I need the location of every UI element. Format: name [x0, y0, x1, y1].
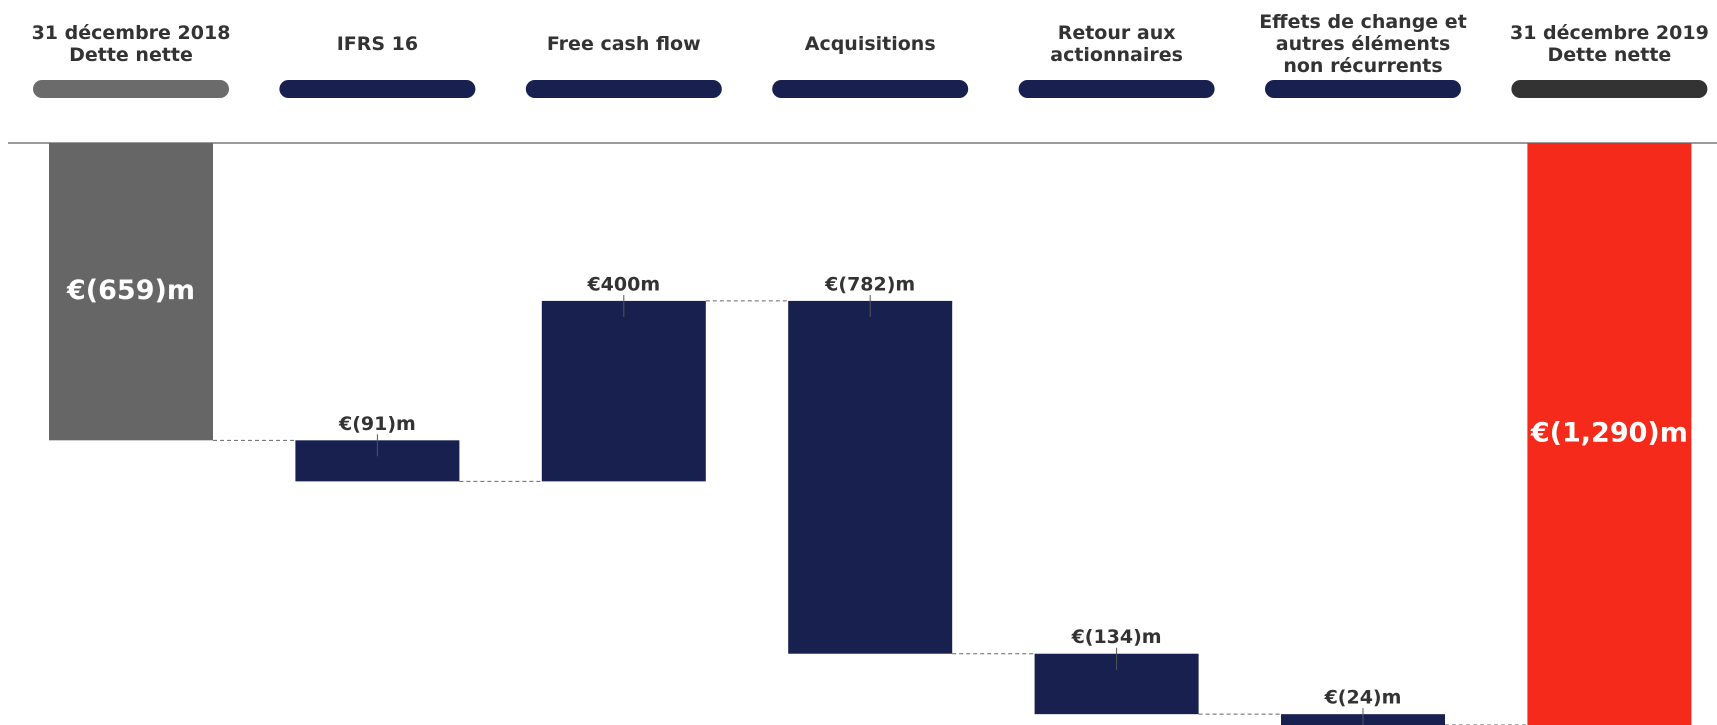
- column-header: 31 décembre 2019 Dette nette: [1510, 22, 1709, 66]
- value-label: €400m: [586, 273, 660, 295]
- bar: [788, 300, 953, 654]
- header-pill: [525, 80, 722, 98]
- header-pill: [1511, 80, 1708, 98]
- column-header: Retour aux actionnaires: [1050, 22, 1183, 66]
- header-pill: [279, 80, 476, 98]
- column-header: 31 décembre 2018 Dette nette: [32, 22, 231, 66]
- column-header: Free cash flow: [547, 33, 701, 55]
- value-label: €(91)m: [338, 413, 416, 435]
- value-label: €(134)m: [1071, 626, 1162, 648]
- header-pill: [1018, 80, 1215, 98]
- value-label: €(782)m: [824, 273, 915, 295]
- header-pill: [1265, 80, 1461, 98]
- column-header: Acquisitions: [805, 33, 936, 55]
- value-label: €(24)m: [1324, 687, 1402, 709]
- bar: [541, 300, 706, 482]
- column-header: IFRS 16: [337, 33, 418, 55]
- header-pill: [33, 80, 229, 98]
- bar: [1527, 143, 1692, 725]
- column-header: Effets de change et autres éléments non ré…: [1259, 11, 1467, 77]
- total-label: €(659)m: [66, 275, 195, 306]
- bar: [49, 143, 213, 441]
- header-pill: [772, 80, 969, 98]
- total-label: €(1,290)m: [1530, 418, 1688, 449]
